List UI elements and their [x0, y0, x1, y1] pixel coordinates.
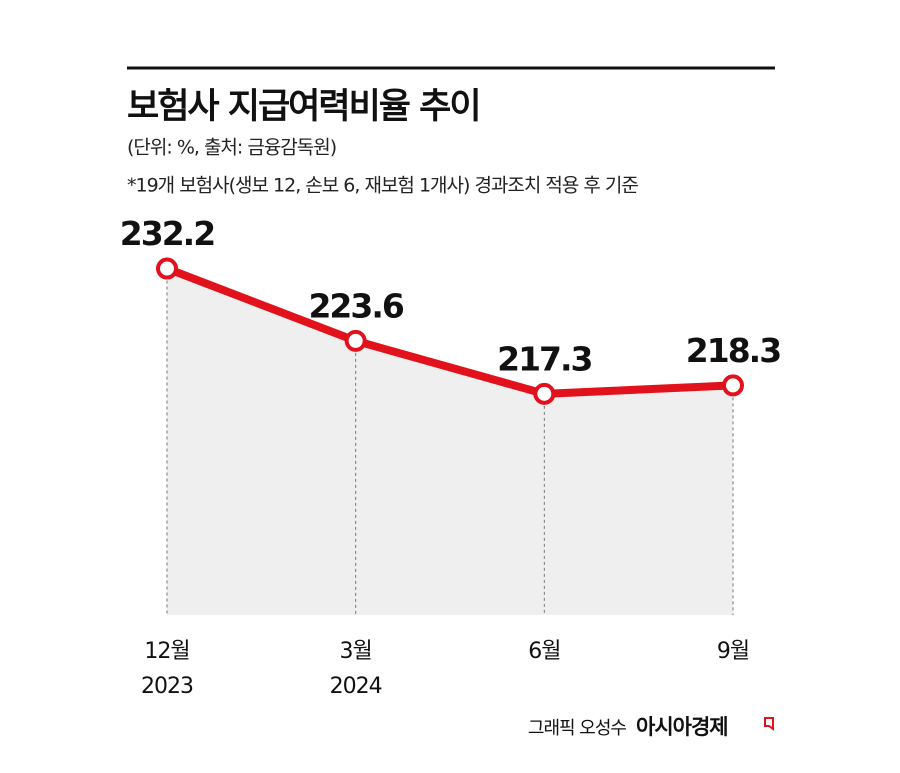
value-label: 218.3: [686, 331, 780, 370]
area: [167, 268, 733, 615]
value-label: 223.6: [308, 286, 403, 325]
value-label: 217.3: [497, 339, 591, 378]
x-tick-label: 12월: [144, 639, 189, 664]
brand: 아시아경제: [636, 715, 728, 739]
note: *19개 보험사(생보 12, 손보 6, 재보험 1개사) 경과조치 적용 후…: [127, 175, 638, 197]
point: [156, 257, 178, 280]
x-tick-year: 2024: [330, 674, 382, 699]
point: [722, 374, 744, 397]
value-label: 232.2: [120, 214, 214, 253]
x-tick-label: 9월: [717, 639, 749, 664]
point: [533, 382, 556, 405]
x-tick-year: 2023: [141, 674, 193, 699]
x-tick-label: 6월: [528, 639, 560, 664]
chart-title: 보험사 지급여력비율 추이: [127, 87, 480, 127]
x-tick-label: 3월: [340, 639, 372, 664]
point: [344, 329, 367, 352]
brand-icon: [764, 717, 774, 731]
line: [165, 264, 734, 398]
credit: 그래픽 오성수: [528, 718, 627, 739]
subtitle: (단위: %, 출처: 금융감독원): [127, 137, 336, 159]
